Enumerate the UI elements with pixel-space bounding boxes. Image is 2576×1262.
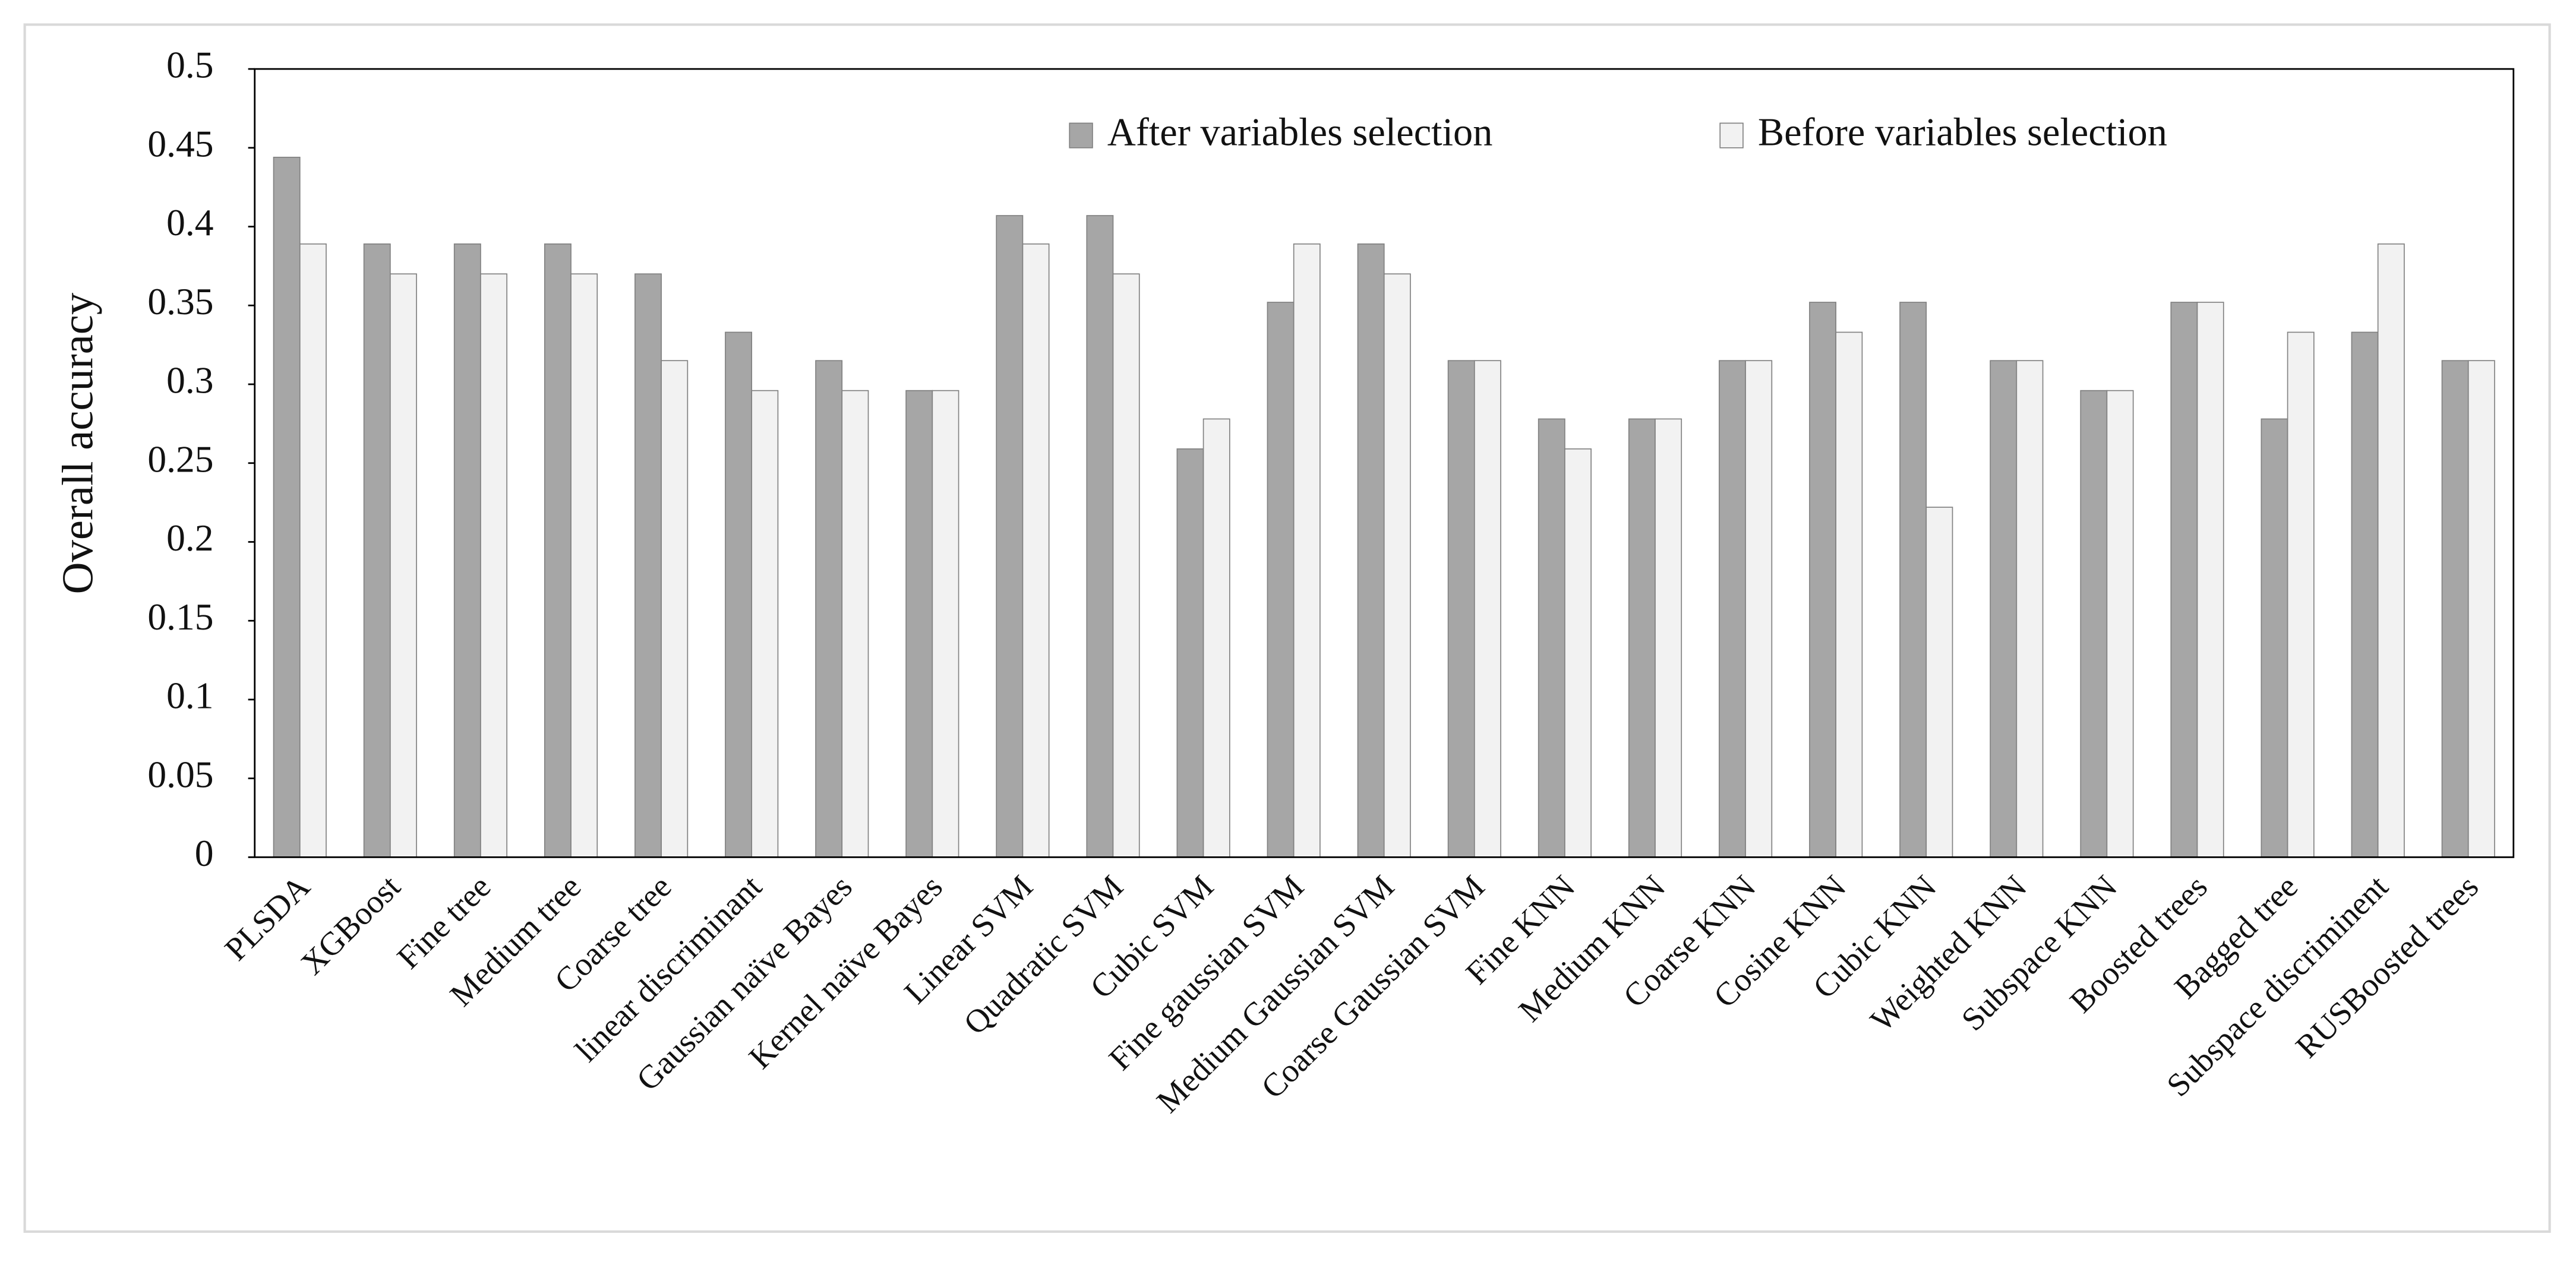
bar: [1745, 360, 1773, 858]
bar: [1086, 215, 1114, 858]
bar: [1383, 273, 1411, 858]
bar: [453, 243, 481, 858]
bar: [1293, 243, 1321, 858]
bar: [273, 156, 301, 858]
bar: [2287, 331, 2315, 858]
bar: [1357, 243, 1385, 858]
y-tick-label: 0.3: [166, 359, 213, 401]
bar: [932, 390, 959, 858]
bar: [2170, 302, 2198, 858]
bar: [1809, 302, 1836, 858]
bar: [751, 390, 779, 858]
plot-frame: [254, 68, 2515, 858]
bar: [1835, 331, 1863, 858]
bar: [1899, 302, 1927, 858]
bar: [1655, 418, 1682, 858]
bar: [725, 331, 753, 858]
bar: [1628, 418, 1656, 858]
y-tick-label: 0.15: [147, 596, 213, 638]
bar: [2080, 390, 2108, 858]
bar: [299, 243, 327, 858]
legend-key: [1719, 122, 1744, 148]
bar: [1474, 360, 1501, 858]
legend-label: After variables selection: [1107, 111, 1493, 154]
bar: [2351, 331, 2379, 858]
bar: [570, 273, 598, 858]
bar: [2261, 418, 2288, 858]
y-tick-label: 0.45: [147, 122, 213, 165]
y-tick-label: 0.1: [166, 675, 213, 717]
y-tick-label: 0.2: [166, 517, 213, 559]
bar: [1925, 507, 1953, 858]
bar: [1990, 360, 2018, 858]
bar: [1564, 448, 1592, 858]
bar: [2441, 360, 2469, 858]
bar: [661, 360, 689, 858]
y-tick-label: 0.4: [166, 201, 213, 243]
bar: [2106, 390, 2134, 858]
bar: [2016, 360, 2044, 858]
bar: [1176, 448, 1204, 858]
bar: [2377, 243, 2405, 858]
bar: [1538, 418, 1565, 858]
y-tick-label: 0.35: [147, 280, 213, 322]
bar: [996, 215, 1024, 858]
bar: [390, 273, 417, 858]
bar: [480, 273, 508, 858]
bar: [634, 273, 662, 858]
bar: [1719, 360, 1746, 858]
bar: [1447, 360, 1475, 858]
bar: [1112, 273, 1140, 858]
bar: [363, 243, 391, 858]
y-axis-title: Overall accuracy: [53, 292, 103, 594]
bar: [2196, 302, 2224, 858]
y-tick-label: 0.5: [166, 44, 213, 86]
y-tick-label: 0: [195, 832, 214, 874]
legend-key: [1069, 122, 1093, 148]
bar: [905, 390, 933, 858]
bar: [1022, 243, 1050, 858]
bar: [1267, 302, 1295, 858]
bar: [815, 360, 843, 858]
bar: [544, 243, 572, 858]
bar: [841, 390, 869, 858]
y-tick-label: 0.05: [147, 753, 213, 795]
bar: [1202, 418, 1230, 858]
legend-label: Before variables selection: [1758, 111, 2167, 154]
y-tick-label: 0.25: [147, 438, 213, 480]
bar: [2467, 360, 2495, 858]
